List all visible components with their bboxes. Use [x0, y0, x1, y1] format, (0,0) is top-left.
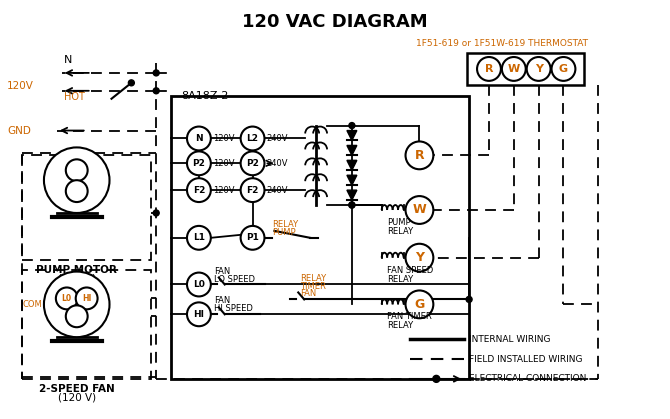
Text: RELAY: RELAY	[387, 321, 413, 330]
Text: P2: P2	[192, 159, 205, 168]
Text: Y: Y	[415, 251, 424, 264]
Text: L0: L0	[193, 280, 205, 289]
Circle shape	[405, 244, 433, 272]
Text: FAN SPEED: FAN SPEED	[387, 266, 433, 274]
Circle shape	[153, 88, 159, 94]
Circle shape	[76, 287, 98, 309]
Text: N: N	[64, 55, 72, 65]
Circle shape	[349, 123, 355, 129]
Circle shape	[44, 272, 109, 337]
Text: W: W	[413, 204, 426, 217]
Text: P1: P1	[246, 233, 259, 242]
Text: TIMER: TIMER	[300, 282, 326, 290]
Polygon shape	[347, 131, 357, 140]
Circle shape	[527, 57, 551, 81]
Text: HI SPEED: HI SPEED	[214, 304, 253, 313]
Circle shape	[349, 202, 355, 208]
Text: FAN: FAN	[214, 266, 230, 276]
Circle shape	[56, 287, 78, 309]
Circle shape	[187, 151, 211, 175]
Circle shape	[66, 305, 88, 327]
Circle shape	[477, 57, 501, 81]
Text: R: R	[484, 64, 493, 74]
Polygon shape	[347, 175, 357, 185]
Bar	[171, 96, 469, 379]
Text: 120V: 120V	[213, 134, 234, 143]
Circle shape	[466, 296, 472, 303]
Text: HOT: HOT	[64, 92, 84, 102]
Circle shape	[433, 375, 440, 383]
Circle shape	[187, 178, 211, 202]
Text: Y: Y	[535, 64, 543, 74]
Circle shape	[153, 210, 159, 216]
Text: R: R	[415, 149, 424, 162]
Circle shape	[502, 57, 526, 81]
Text: FAN: FAN	[300, 290, 316, 298]
Text: 240V: 240V	[267, 186, 288, 195]
Text: 1F51-619 or 1F51W-619 THERMOSTAT: 1F51-619 or 1F51W-619 THERMOSTAT	[416, 39, 588, 48]
Bar	[467, 53, 584, 85]
Text: L1: L1	[193, 233, 205, 242]
Text: PUMP: PUMP	[387, 218, 410, 227]
Text: N: N	[195, 134, 203, 143]
Circle shape	[187, 273, 211, 296]
Circle shape	[66, 180, 88, 202]
Circle shape	[405, 142, 433, 169]
Text: INTERNAL WIRING: INTERNAL WIRING	[469, 335, 551, 344]
Text: PUMP MOTOR: PUMP MOTOR	[36, 265, 117, 274]
Text: RELAY: RELAY	[387, 274, 413, 284]
Circle shape	[349, 202, 355, 208]
Circle shape	[129, 80, 135, 86]
Text: P2: P2	[246, 159, 259, 168]
Circle shape	[241, 127, 265, 150]
Text: 240V: 240V	[267, 134, 288, 143]
Circle shape	[551, 57, 576, 81]
Text: 240V: 240V	[267, 159, 288, 168]
Bar	[22, 155, 151, 260]
Text: F2: F2	[247, 186, 259, 195]
Polygon shape	[347, 190, 357, 200]
Text: G: G	[414, 298, 425, 311]
Text: FIELD INSTALLED WIRING: FIELD INSTALLED WIRING	[469, 354, 583, 364]
Circle shape	[66, 159, 88, 181]
Text: 120V: 120V	[7, 81, 34, 91]
Circle shape	[241, 226, 265, 250]
Text: RELAY: RELAY	[300, 274, 326, 282]
Text: 120V: 120V	[213, 159, 234, 168]
Text: 120 VAC DIAGRAM: 120 VAC DIAGRAM	[242, 13, 428, 31]
Circle shape	[187, 303, 211, 326]
Circle shape	[405, 290, 433, 318]
Circle shape	[44, 147, 109, 213]
Text: HI: HI	[82, 294, 91, 303]
Text: W: W	[508, 64, 520, 74]
Circle shape	[153, 70, 159, 76]
Text: (120 V): (120 V)	[58, 274, 96, 284]
Text: 8A18Z-2: 8A18Z-2	[181, 91, 228, 101]
Text: G: G	[559, 64, 568, 74]
Text: 120V: 120V	[213, 186, 234, 195]
Polygon shape	[347, 145, 357, 155]
Text: L2: L2	[247, 134, 259, 143]
Circle shape	[241, 178, 265, 202]
Text: RELAY: RELAY	[387, 227, 413, 236]
Circle shape	[187, 226, 211, 250]
Text: LO SPEED: LO SPEED	[214, 274, 255, 284]
Circle shape	[187, 127, 211, 150]
Bar	[22, 269, 151, 379]
Text: FAN: FAN	[214, 296, 230, 305]
Circle shape	[405, 196, 433, 224]
Text: PUMP: PUMP	[273, 228, 296, 237]
Text: RELAY: RELAY	[273, 220, 299, 229]
Text: (120 V): (120 V)	[58, 393, 96, 403]
Text: GND: GND	[7, 126, 31, 135]
Text: L0: L0	[62, 294, 72, 303]
Text: ELECTRICAL CONNECTION: ELECTRICAL CONNECTION	[469, 374, 586, 383]
Text: HI: HI	[194, 310, 204, 319]
Text: 2-SPEED FAN: 2-SPEED FAN	[39, 384, 115, 394]
Text: F2: F2	[193, 186, 205, 195]
Text: FAN TIMER: FAN TIMER	[387, 312, 431, 321]
Text: COM: COM	[22, 300, 42, 309]
Circle shape	[241, 151, 265, 175]
Polygon shape	[347, 160, 357, 170]
